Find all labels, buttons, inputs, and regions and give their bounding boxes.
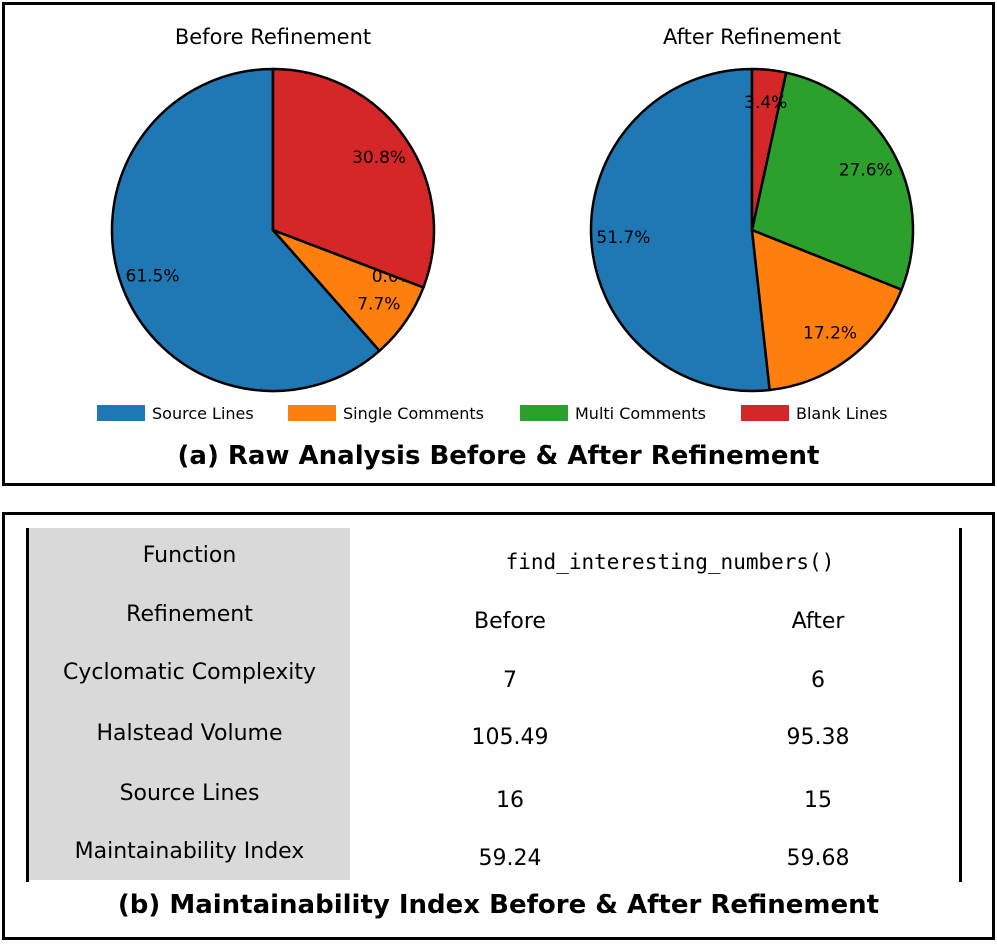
pie-label-blank-lines: 30.8%: [352, 148, 406, 168]
pie-label-blank-lines: 3.4%: [744, 93, 787, 113]
source-lines-after: 15: [804, 788, 832, 813]
pie-label-multi-comments: 27.6%: [839, 160, 893, 180]
row-label-refinement: Refinement: [126, 602, 253, 627]
legend-label-source-lines: Source Lines: [152, 404, 254, 423]
legend-swatch-single-comments: [288, 405, 336, 421]
legend-swatch-multi-comments: [520, 405, 568, 421]
maintainability-before: 59.24: [478, 846, 542, 871]
halstead-before: 105.49: [471, 725, 549, 750]
halstead-after: 95.38: [786, 725, 850, 750]
pie-slice-single-comments: [750, 228, 903, 392]
legend: Source Lines Single Comments Multi Comme…: [97, 404, 887, 423]
pie-charts: Before Refinement After Refinement 61.5%…: [97, 25, 915, 423]
pie-slice-source-lines: [110, 67, 381, 393]
pie-slice-multi-comments: [750, 71, 915, 291]
table-label-column: [29, 528, 350, 880]
pie-label-single-comments: 17.2%: [803, 323, 857, 343]
pie-after: 51.7% 17.2% 27.6% 3.4%: [589, 67, 915, 393]
legend-label-blank-lines: Blank Lines: [796, 404, 887, 423]
cyclomatic-before: 7: [503, 668, 517, 693]
function-name: find_interesting_numbers(): [505, 550, 835, 574]
table-right-border: [959, 528, 962, 882]
chart-title-after: After Refinement: [663, 25, 841, 49]
legend-swatch-blank-lines: [741, 405, 789, 421]
chart-title-before: Before Refinement: [175, 25, 371, 49]
row-label-cyclomatic: Cyclomatic Complexity: [62, 660, 317, 685]
function-label: Function: [142, 543, 237, 568]
row-label-maintainability: Maintainability Index: [74, 839, 305, 864]
legend-swatch-source-lines: [97, 405, 145, 421]
pie-slice-source-lines: [589, 67, 771, 393]
pie-slice-blank-lines: [750, 67, 788, 232]
pie-label-source-lines: 51.7%: [596, 228, 650, 248]
refinement-after: After: [791, 609, 845, 634]
legend-label-single-comments: Single Comments: [343, 404, 484, 423]
pie-label-single-comments: 7.7%: [357, 294, 400, 314]
caption-maintainability: (b) Maintainability Index Before & After…: [117, 890, 880, 920]
cyclomatic-after: 6: [811, 668, 825, 693]
source-lines-before: 16: [496, 788, 524, 813]
pie-slice-blank-lines: [271, 67, 436, 289]
refinement-before: Before: [474, 609, 546, 634]
pie-label-source-lines: 61.5%: [126, 267, 180, 287]
caption-raw-analysis: (a) Raw Analysis Before & After Refineme…: [177, 441, 820, 471]
pie-before: 61.5%7.7%0.0%30.8%: [110, 67, 436, 393]
maintainability-after: 59.68: [786, 846, 850, 871]
row-label-source-lines: Source Lines: [119, 781, 260, 806]
table-left-border: [26, 528, 29, 882]
legend-label-multi-comments: Multi Comments: [575, 404, 706, 423]
row-label-halstead: Halstead Volume: [96, 721, 283, 746]
